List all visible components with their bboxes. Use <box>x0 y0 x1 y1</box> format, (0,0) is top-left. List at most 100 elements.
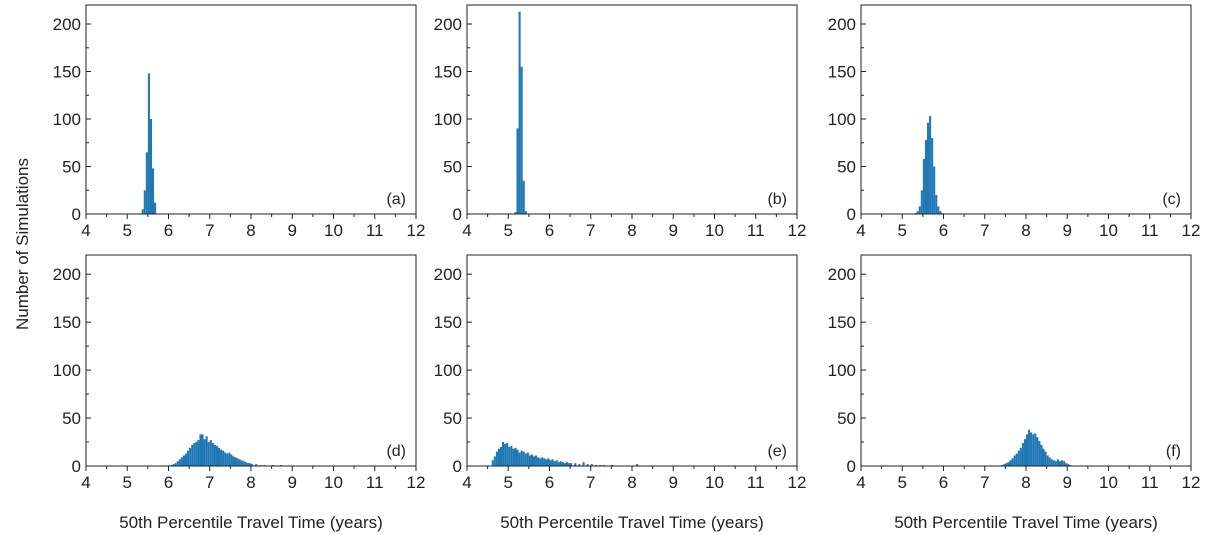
histogram-bar <box>1024 439 1026 466</box>
histogram-bar <box>239 459 241 466</box>
histogram-bar <box>220 450 222 466</box>
histogram-bar <box>202 434 204 466</box>
histogram-bar <box>1038 441 1040 466</box>
histogram-bar <box>531 454 533 466</box>
x-tick-label: 8 <box>1021 221 1030 240</box>
x-tick-label: 5 <box>123 473 132 492</box>
histogram-bar <box>1053 460 1055 466</box>
y-tick-label: 100 <box>828 110 856 129</box>
y-tick-label: 0 <box>453 457 462 476</box>
x-tick-label: 10 <box>1099 221 1118 240</box>
x-tick-label: 9 <box>288 473 297 492</box>
histogram-bar <box>500 447 502 466</box>
y-tick-label: 50 <box>837 409 856 428</box>
histogram-bar <box>1022 443 1024 466</box>
histogram-bar <box>187 451 189 466</box>
y-tick-label: 100 <box>434 361 462 380</box>
x-tick-label: 12 <box>788 221 807 240</box>
histogram-bar <box>232 456 234 466</box>
histogram-bar <box>142 209 144 214</box>
x-tick-label: 8 <box>627 221 636 240</box>
x-tick-label: 9 <box>288 221 297 240</box>
y-tick-label: 200 <box>53 15 81 34</box>
x-tick-label: 9 <box>1063 473 1072 492</box>
x-tick-label: 12 <box>1182 221 1201 240</box>
x-tick-label: 4 <box>81 221 90 240</box>
histogram-bar <box>204 439 206 466</box>
plot-frame <box>86 255 416 466</box>
histogram-bar <box>552 459 554 466</box>
x-tick-label: 8 <box>627 473 636 492</box>
histogram-bar <box>1059 461 1061 466</box>
y-tick-label: 100 <box>53 361 81 380</box>
panel-label-a: (a) <box>386 191 406 208</box>
histogram-bar <box>498 449 500 466</box>
y-tick-label: 50 <box>443 158 462 177</box>
y-tick-label: 150 <box>53 313 81 332</box>
x-tick-label: 4 <box>856 473 865 492</box>
histogram-bar <box>1057 459 1059 466</box>
y-tick-label: 0 <box>72 205 81 224</box>
x-tick-label: 10 <box>324 221 343 240</box>
histogram-bar <box>1007 462 1009 466</box>
histogram-bar <box>1036 437 1038 466</box>
x-tick-label: 4 <box>81 473 90 492</box>
histogram-bar <box>177 461 179 466</box>
histogram-bar <box>148 73 150 214</box>
y-tick-label: 0 <box>847 457 856 476</box>
panels-group: 4 5 6 7 8 9 10 11 12050100150200(a)4 5 6 7 8 9 10 11 120… <box>53 5 1201 532</box>
y-tick-label: 0 <box>72 457 81 476</box>
histogram-bar <box>492 460 494 466</box>
histogram-panel-f: 4 5 6 7 8 9 10 11 12050100150200(f)50th Percenti… <box>828 255 1201 532</box>
histogram-bar <box>1028 430 1030 466</box>
histogram-bar <box>1055 461 1057 466</box>
x-axis-label: 50th Percentile Travel Time (years) <box>119 513 383 532</box>
histogram-bar <box>214 445 216 466</box>
histogram-bar <box>925 140 927 214</box>
histogram-bar <box>245 462 247 466</box>
histogram-bar <box>189 448 191 466</box>
histogram-bar <box>519 12 521 214</box>
x-tick-label: 7 <box>205 473 214 492</box>
histogram-bar <box>216 446 218 466</box>
histogram-bar <box>521 451 523 466</box>
x-tick-label: 10 <box>705 221 724 240</box>
x-tick-label: 5 <box>504 221 513 240</box>
x-tick-label: 12 <box>788 473 807 492</box>
histogram-bar <box>929 116 931 214</box>
histogram-bar <box>527 453 529 466</box>
x-tick-label: 10 <box>1099 473 1118 492</box>
histogram-bar <box>523 181 525 214</box>
histogram-bar <box>537 457 539 466</box>
x-tick-label: 9 <box>1063 221 1072 240</box>
x-tick-label: 7 <box>980 473 989 492</box>
histogram-bar <box>237 458 239 466</box>
y-tick-label: 200 <box>828 15 856 34</box>
x-tick-label: 5 <box>898 221 907 240</box>
histogram-bar <box>235 457 237 466</box>
x-tick-label: 5 <box>123 221 132 240</box>
plot-frame <box>861 5 1191 214</box>
histogram-bar <box>1045 452 1047 466</box>
histogram-bar <box>1016 454 1018 466</box>
histogram-bar <box>146 152 148 214</box>
histogram-bar <box>521 67 523 214</box>
histogram-bar <box>504 444 506 466</box>
y-tick-label: 100 <box>53 110 81 129</box>
y-tick-label: 50 <box>837 158 856 177</box>
x-tick-label: 9 <box>669 473 678 492</box>
histogram-bar <box>508 447 510 466</box>
y-tick-label: 150 <box>828 63 856 82</box>
histogram-bar <box>543 458 545 466</box>
histogram-bar <box>494 456 496 466</box>
histogram-bar <box>539 458 541 466</box>
x-tick-label: 6 <box>545 473 554 492</box>
histogram-bar <box>514 448 516 466</box>
panel-label-f: (f) <box>1166 443 1181 460</box>
histogram-bar <box>183 455 185 466</box>
histogram-bar <box>512 449 514 466</box>
histogram-bar <box>228 453 230 466</box>
histogram-panel-d: 4 5 6 7 8 9 10 11 12 0 50 100 150 200 (d) 50th Percenti… <box>53 255 426 532</box>
y-tick-label: 100 <box>434 110 462 129</box>
